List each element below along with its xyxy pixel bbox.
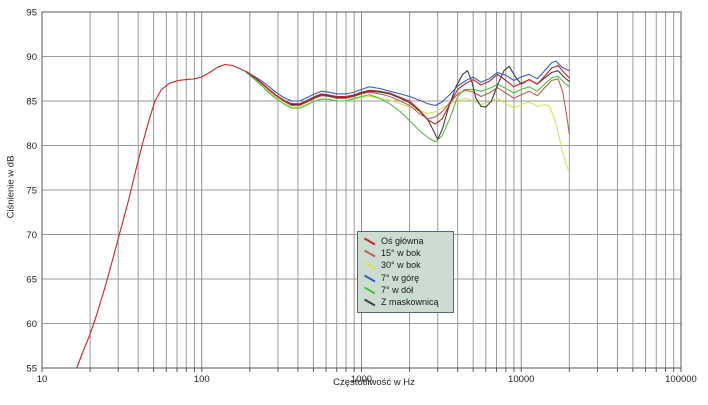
legend-label: Z maskownicą xyxy=(381,297,439,308)
legend-line-icon xyxy=(364,237,376,246)
curve-5 xyxy=(245,71,570,143)
curve-2 xyxy=(245,71,570,135)
curve-1 xyxy=(76,63,570,369)
legend-item-3: 30° w bok xyxy=(363,260,449,272)
x-tick-label: 10 xyxy=(37,374,48,385)
legend-line-icon xyxy=(364,249,376,258)
x-tick-label: 1000 xyxy=(351,374,372,385)
legend-label: 15° w bok xyxy=(381,247,421,258)
legend-item-1: Oś główna xyxy=(363,235,449,247)
legend-line-icon xyxy=(364,261,376,270)
legend: Oś główna 15° w bok 30° w bok 7° w górę 7° w… xyxy=(357,231,454,313)
y-tick-label: 70 xyxy=(26,230,37,241)
legend-item-6: Z maskownicą xyxy=(363,296,449,308)
y-tick-label: 85 xyxy=(26,97,37,108)
x-axis-title: Częstotliwość w Hz xyxy=(333,377,415,388)
y-axis-title: Ciśnienie w dB xyxy=(5,155,17,219)
plot-border xyxy=(41,11,682,369)
legend-label: 7° w górę xyxy=(381,272,420,283)
x-tick-label: 100 xyxy=(194,374,210,385)
y-tick-label: 80 xyxy=(26,141,37,152)
x-tick-label: 10000 xyxy=(508,374,534,385)
curve-3 xyxy=(245,71,570,171)
legend-item-4: 7° w górę xyxy=(363,272,449,284)
y-tick-label: 90 xyxy=(26,52,37,63)
legend-label: Oś główna xyxy=(381,235,424,246)
legend-line-icon xyxy=(364,286,376,295)
legend-item-5: 7° w dół xyxy=(363,284,449,296)
y-tick-label: 55 xyxy=(26,364,37,375)
y-tick-label: 75 xyxy=(26,186,37,197)
legend-label: 30° w bok xyxy=(381,260,421,271)
x-tick-label: 100000 xyxy=(665,374,697,385)
legend-item-2: 15° w bok xyxy=(363,247,449,259)
legend-label: 7° w dół xyxy=(381,284,414,295)
legend-line-icon xyxy=(364,298,376,307)
curve-4 xyxy=(245,60,570,107)
y-tick-label: 95 xyxy=(26,8,37,19)
legend-line-icon xyxy=(364,274,376,282)
y-tick-label: 65 xyxy=(26,275,37,286)
y-tick-label: 60 xyxy=(26,319,37,330)
